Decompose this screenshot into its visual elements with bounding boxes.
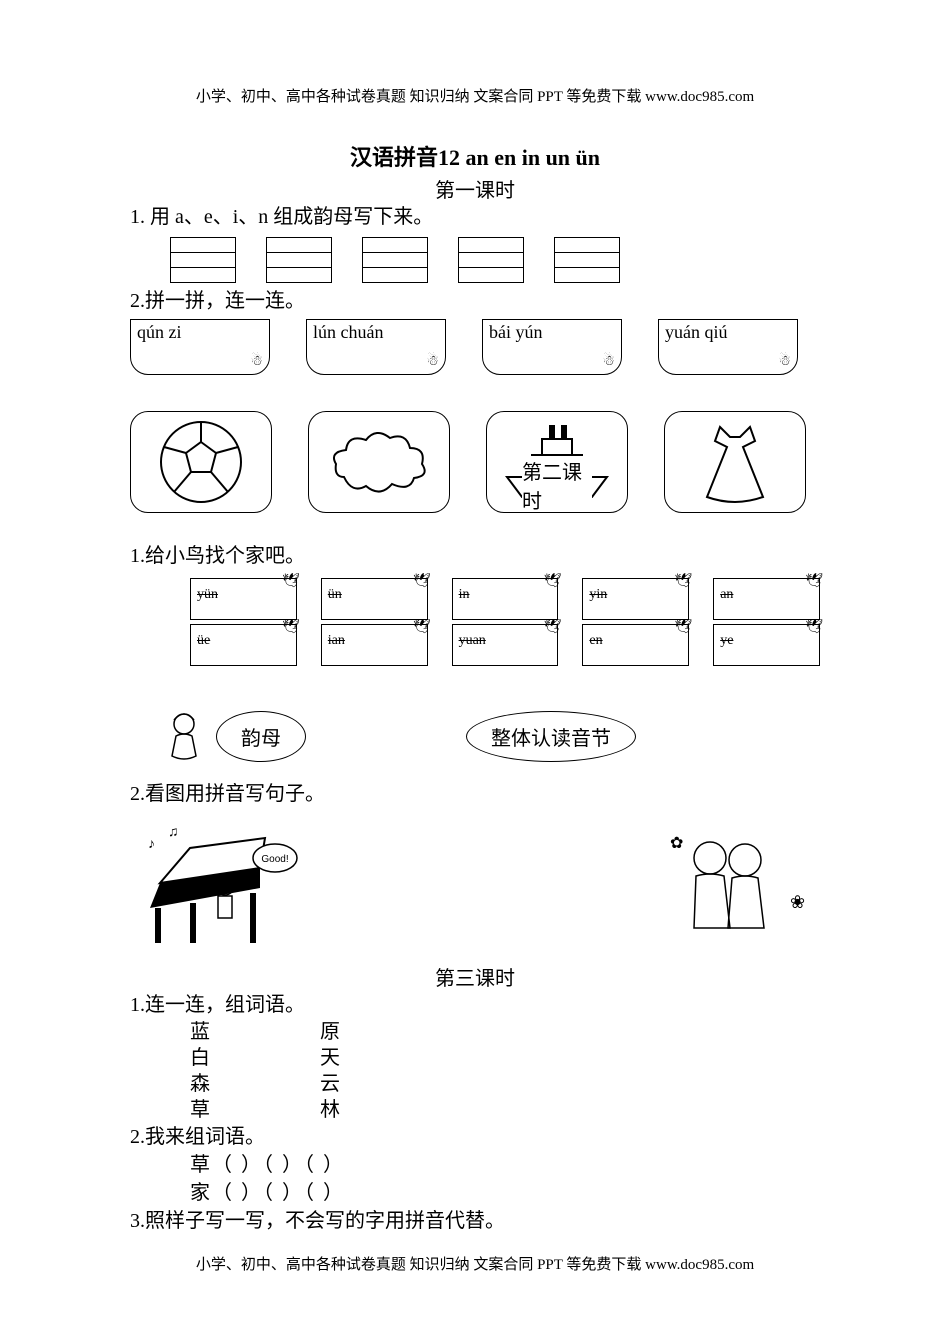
pinyin-text: lún chuán: [313, 322, 383, 342]
svg-text:♪: ♪: [148, 837, 155, 852]
pinyin-card: lún chuán ☃: [306, 319, 446, 375]
picture-ball: [130, 411, 272, 513]
writing-boxes-row: [170, 237, 820, 283]
bird-card: yün🕊: [190, 578, 297, 620]
word-item: 天: [320, 1045, 340, 1071]
lesson2-q1: 1.给小鸟找个家吧。: [130, 539, 820, 568]
bird-icon: 🕊: [805, 573, 823, 590]
bird-icon: 🕊: [413, 573, 431, 590]
example-images-row: Good! ♪ ♫ ✿ ❀: [130, 818, 820, 958]
bird-card: in🕊: [452, 578, 559, 620]
fill-line-1: 草（ ）（ ）（ ）: [190, 1151, 820, 1179]
pinyin-row: qún zi ☃ lún chuán ☃ bái yún ☃ yuán qiú …: [130, 319, 820, 375]
bird-label: yün: [197, 587, 218, 603]
pinyin-card: qún zi ☃: [130, 319, 270, 375]
pinyin-text: bái yún: [489, 322, 543, 342]
writing-box[interactable]: [458, 237, 524, 283]
bird-label: en: [589, 633, 602, 649]
pinyin-text: qún zi: [137, 322, 182, 342]
word-item: 原: [320, 1019, 340, 1045]
bird-icon: 🕊: [674, 573, 692, 590]
bird-label: an: [720, 587, 733, 603]
bird-card: üe🕊: [190, 624, 297, 666]
word-item: 林: [320, 1097, 340, 1123]
lesson1-q2: 2.拼一拼，连一连。: [130, 287, 820, 315]
pinyin-text: yuán qiú: [665, 322, 728, 342]
lesson3-q3: 3.照样子写一写，不会写的字用拼音代替。: [130, 1207, 820, 1235]
bubble-yunmu: 韵母: [216, 711, 306, 762]
word-item: 白: [190, 1045, 210, 1071]
bubble-row: 韵母 整体认读音节: [160, 706, 820, 766]
children-picture: ✿ ❀: [640, 818, 820, 958]
bird-icon: 🕊: [805, 619, 823, 636]
bird-row-2: üe🕊 ian🕊 yuan🕊 en🕊 ye🕊: [190, 624, 820, 666]
svg-text:❀: ❀: [790, 892, 805, 912]
lesson1-subtitle: 第一课时: [130, 174, 820, 203]
bird-label: üe: [197, 633, 210, 649]
pinyin-card: bái yún ☃: [482, 319, 622, 375]
bird-icon: 🕊: [544, 619, 562, 636]
lesson1-q1: 1. 用 a、e、i、n 组成韵母写下来。: [130, 203, 820, 231]
writing-box[interactable]: [554, 237, 620, 283]
page-header: 小学、初中、高中各种试卷真题 知识归纳 文案合同 PPT 等免费下载 www.d…: [0, 85, 950, 106]
bird-label: yin: [589, 587, 607, 603]
bird-icon: 🕊: [544, 573, 562, 590]
bird-card: ün🕊: [321, 578, 428, 620]
bird-card: en🕊: [582, 624, 689, 666]
svg-text:♫: ♫: [168, 825, 179, 840]
page-footer: 小学、初中、高中各种试卷真题 知识归纳 文案合同 PPT 等免费下载 www.d…: [0, 1253, 950, 1274]
bird-icon: 🕊: [674, 619, 692, 636]
bubble-zhengti: 整体认读音节: [466, 711, 636, 762]
snowman-icon: ☃: [602, 353, 615, 370]
picture-row: 第二课时: [130, 411, 820, 513]
picture-dress: [664, 411, 806, 513]
fill-line-2: 家（ ）（ ）（ ）: [190, 1179, 820, 1207]
bird-card: an🕊: [713, 578, 820, 620]
snowman-icon: ☃: [778, 353, 791, 370]
bird-card: yuan🕊: [452, 624, 559, 666]
bird-card: ye🕊: [713, 624, 820, 666]
bird-label: in: [459, 587, 470, 603]
lesson3-q2: 2.我来组词语。: [130, 1123, 820, 1151]
lesson3-subtitle: 第三课时: [130, 962, 820, 991]
bird-card: yin🕊: [582, 578, 689, 620]
bird-label: yuan: [459, 633, 486, 649]
word-columns: 蓝 白 森 草 原 天 云 林: [190, 1019, 820, 1123]
picture-ship: 第二课时: [486, 411, 628, 513]
girl-icon: [160, 706, 208, 766]
word-item: 草: [190, 1097, 210, 1123]
bird-row-1: yün🕊 ün🕊 in🕊 yin🕊 an🕊: [190, 578, 820, 620]
bird-icon: 🕊: [282, 573, 300, 590]
bird-icon: 🕊: [282, 619, 300, 636]
writing-box[interactable]: [266, 237, 332, 283]
bird-card: ian🕊: [321, 624, 428, 666]
word-col-left: 蓝 白 森 草: [190, 1019, 210, 1123]
writing-box[interactable]: [170, 237, 236, 283]
svg-text:✿: ✿: [670, 835, 683, 852]
document-title: 汉语拼音12 an en in un ün: [130, 140, 820, 172]
word-item: 云: [320, 1071, 340, 1097]
writing-box[interactable]: [362, 237, 428, 283]
lesson2-q2: 2.看图用拼音写句子。: [130, 780, 820, 808]
picture-cloud: [308, 411, 450, 513]
snowman-icon: ☃: [250, 353, 263, 370]
lesson2-subtitle: 第二课时: [522, 456, 592, 513]
bird-label: ian: [328, 633, 345, 649]
word-col-right: 原 天 云 林: [320, 1019, 340, 1123]
word-item: 森: [190, 1071, 210, 1097]
bird-label: ye: [720, 633, 733, 649]
word-item: 蓝: [190, 1019, 210, 1045]
good-label: Good!: [261, 854, 288, 865]
pinyin-card: yuán qiú ☃: [658, 319, 798, 375]
piano-picture: Good! ♪ ♫: [130, 818, 310, 958]
lesson3-q1: 1.连一连，组词语。: [130, 991, 820, 1019]
snowman-icon: ☃: [426, 353, 439, 370]
bird-icon: 🕊: [413, 619, 431, 636]
bird-label: ün: [328, 587, 342, 603]
